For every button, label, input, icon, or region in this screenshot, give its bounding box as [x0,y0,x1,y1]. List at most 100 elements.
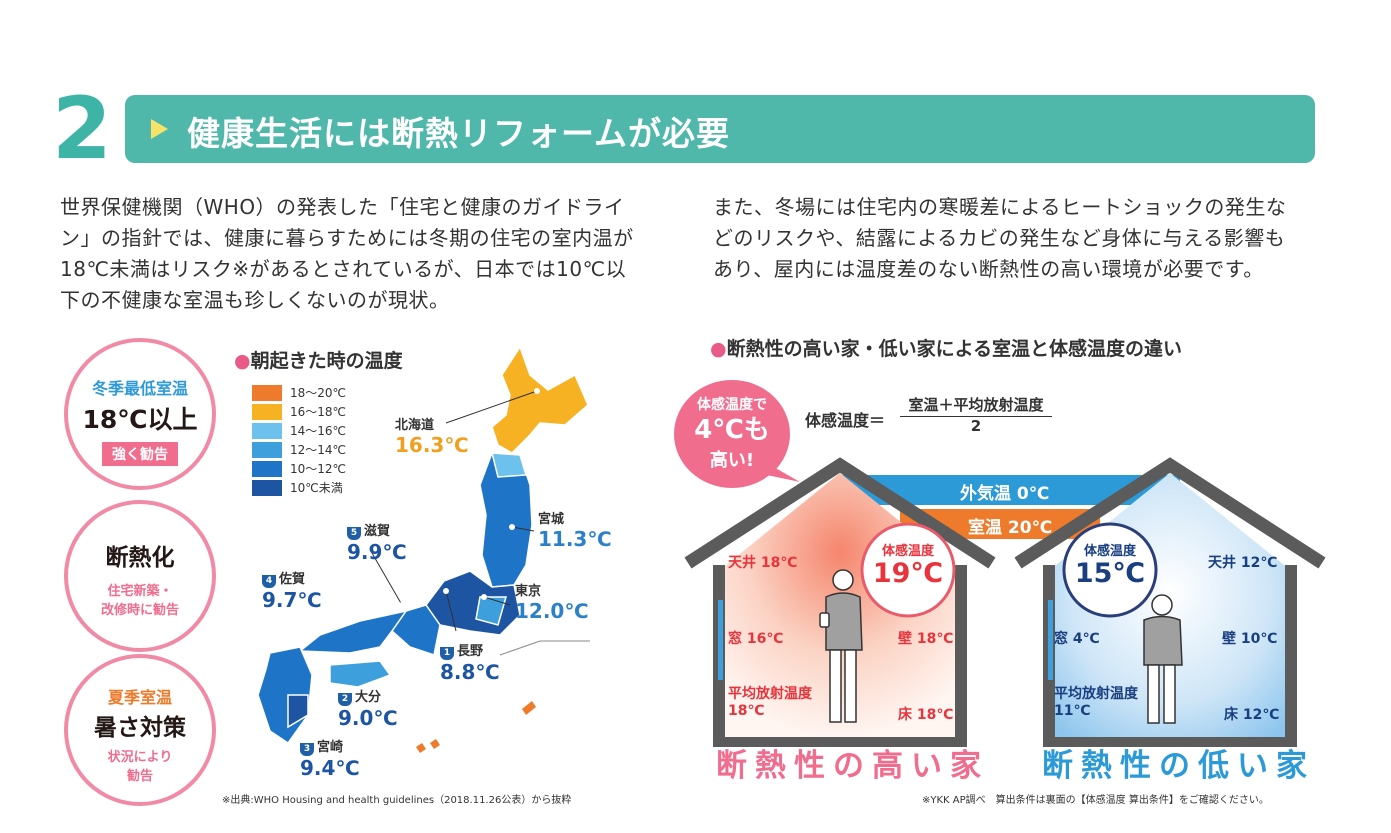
comparison-title: ●断熱性の高い家・低い家による室温と体感温度の違い [710,334,1182,361]
cold-feel-circle [1062,522,1158,618]
city-dot [534,388,540,394]
pointer-line [511,526,535,532]
legend-item: 10～12℃ [252,460,346,477]
bubble-line: 体感温度で [697,397,767,413]
radiant-title: 平均放射温度 [1054,686,1138,702]
circle-label: 断熱化 [105,545,175,571]
radiant-title: 平均放射温度 [728,686,812,702]
circle-note: 改修時に勧告 [100,603,179,618]
circle-label: 夏季室温 [107,688,172,707]
formula-numerator: 室温＋平均放射温度 [900,394,1052,417]
rank-crown-icon: 5 [347,527,361,540]
warm-feel-circle [860,522,956,618]
play-triangle-icon [151,119,168,139]
chugoku-region [297,609,408,654]
feel-value: 15℃ [1074,558,1146,589]
cold-person-icon [1143,594,1183,724]
warm-wall-label: 壁 18℃ [898,631,954,647]
circle-value: 18℃以上 [82,405,198,434]
city-dot [399,602,405,608]
formula-denominator: 2 [970,417,982,435]
radiant-value: 18℃ [728,703,765,719]
formula-fraction: 室温＋平均放射温度 2 [900,394,1052,435]
legend-item: 18～20℃ [252,384,346,401]
formula-lhs: 体感温度＝ [805,411,886,430]
bubble-shape [674,380,790,488]
rank-crown-icon: 1 [440,647,454,660]
cold-window-label: 窓 4℃ [1054,631,1100,647]
warm-ceiling-label: 天井 18℃ [728,555,798,571]
city-name: 佐賀 [279,572,306,587]
feel-label: 体感温度 [1083,544,1136,559]
legend-swatch [252,441,282,458]
bullet-dot-icon: ● [710,338,727,360]
city-dot [509,524,515,530]
city-value: 12.0℃ [515,599,589,623]
outside-temp-label: 外気温 0℃ [960,484,1050,504]
shikoku-region [329,660,392,688]
feel-label: 体感温度 [881,544,934,559]
rank-crown-icon: 3 [300,743,314,756]
cold-wall-label: 壁 10℃ [1222,631,1278,647]
city-label-shiga: 5 滋賀 9.9℃ [347,520,407,564]
warm-house-roof [684,457,996,569]
city-label-miyagi: 宮城 11.3℃ [538,508,612,551]
city-name: 長野 [457,644,484,659]
legend-item: 10℃未満 [252,479,343,496]
circle-note: 住宅新築・ [107,584,173,599]
city-name: 宮城 [538,512,565,527]
legend-label: 14～16℃ [290,424,347,438]
city-name: 滋賀 [364,524,391,539]
who-circle-winter: 冬季最低室温 18℃以上 強く勧告 [64,338,216,490]
legend-label: 12～14℃ [290,443,347,457]
okinawa-island [430,739,440,749]
circle-note: 状況により [107,750,173,765]
legend-item: 14～16℃ [252,422,346,439]
map-title-text: 朝起きた時の温度 [250,350,403,372]
warm-house-wall-right [955,565,967,743]
city-name: 東京 [515,584,542,599]
intro-right-line: あり、屋内には温度差のない断熱性の高い環境が必要です。 [713,257,1264,281]
city-label-hokkaido: 北海道 16.3℃ [395,414,469,457]
map-title: ●朝起きた時の温度 [234,346,403,373]
legend-swatch [252,460,282,477]
warm-house-title: 断熱性の高い家 [716,748,989,784]
section-title: 健康生活には断熱リフォームが必要 [187,114,731,153]
city-label-oita: 2 大分 9.0℃ [338,686,398,730]
who-circle-insulation: 断熱化 住宅新築・ 改修時に勧告 [64,500,216,652]
city-value: 9.9℃ [347,540,407,564]
okinawa-island [522,701,536,715]
legend-label: 10～12℃ [290,462,347,476]
section-banner: 健康生活には断熱リフォームが必要 [125,95,1315,163]
city-name: 大分 [355,690,382,705]
cold-house-title: 断熱性の低い家 [1042,748,1315,784]
houses-illustration [684,457,1326,747]
cold-floor-label: 床 12℃ [1224,707,1280,723]
pointer-line [445,590,457,632]
intro-left-line: 18℃未満はリスク※があるとされているが、日本では10℃以 [60,257,627,281]
city-value: 9.0℃ [338,706,398,730]
intro-left-paragraph: 世界保健機関（WHO）の発表した「住宅と健康のガイドライ ン」の指針では、健康に… [60,192,670,316]
city-name: 北海道 [395,418,435,433]
warm-house-window [718,600,723,680]
circle-value: 暑さ対策 [94,715,186,741]
intro-left-line: 世界保健機関（WHO）の発表した「住宅と健康のガイドライ [60,195,625,219]
feel-value: 19℃ [872,558,944,589]
rank-crown-icon: 2 [338,693,352,706]
warm-feel-text: 体感温度 19℃ [862,540,954,589]
legend-item: 12～14℃ [252,441,346,458]
city-name: 宮崎 [317,740,344,755]
bullet-dot-icon: ● [234,350,251,372]
city-dot [481,594,487,600]
legend-swatch [252,422,282,439]
city-value: 9.7℃ [262,588,322,612]
kanto-region [475,596,507,626]
cold-house-wall-right [1285,565,1297,743]
city-label-tokyo: 東京 12.0℃ [515,580,589,623]
okinawa-island [416,743,426,753]
city-dot [443,588,449,594]
intro-right-line: どのリスクや、結露によるカビの発生など身体に与える影響も [713,226,1286,250]
pointer-line [483,596,511,606]
pointer-line [371,552,403,606]
circle-tag: 強く勧告 [102,442,178,466]
